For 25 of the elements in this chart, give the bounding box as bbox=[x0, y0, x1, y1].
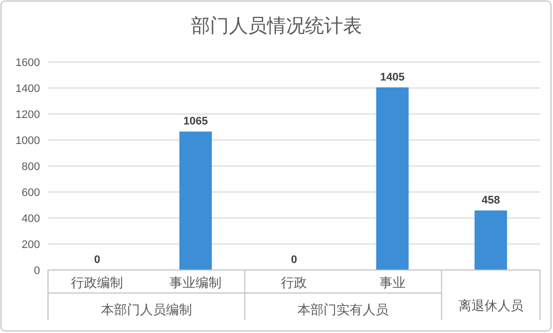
x-tick-label: 事业 bbox=[379, 275, 406, 290]
text: 本部门人员编制 bbox=[100, 302, 192, 317]
x-tick-label: 行政 bbox=[281, 275, 307, 290]
data-label: 458 bbox=[482, 194, 500, 206]
y-tick-label: 1400 bbox=[16, 83, 40, 95]
x-tick-label: 事业编制 bbox=[170, 275, 222, 290]
text: 本部门实有人员 bbox=[298, 302, 389, 317]
data-label: 1405 bbox=[380, 71, 405, 84]
x-tick-label: 离退休人员 bbox=[458, 298, 524, 313]
chart-title: 部门人员情况统计表 bbox=[191, 15, 362, 37]
bar bbox=[179, 132, 212, 270]
y-tick-label: 1200 bbox=[16, 109, 40, 121]
data-label: 0 bbox=[94, 254, 100, 266]
bar bbox=[474, 210, 508, 270]
y-tick-label: 1600 bbox=[16, 57, 40, 69]
x-tick-label: 行政编制 bbox=[71, 275, 124, 290]
bar bbox=[376, 87, 409, 270]
y-tick-label: 200 bbox=[22, 239, 40, 251]
y-tick-label: 0 bbox=[34, 265, 40, 277]
y-tick-label: 400 bbox=[22, 213, 40, 225]
y-tick-label: 600 bbox=[22, 187, 40, 199]
y-tick-label: 800 bbox=[22, 161, 40, 173]
data-label: 1065 bbox=[183, 116, 208, 128]
y-tick-label: 1000 bbox=[16, 135, 40, 147]
data-label: 0 bbox=[290, 254, 298, 266]
